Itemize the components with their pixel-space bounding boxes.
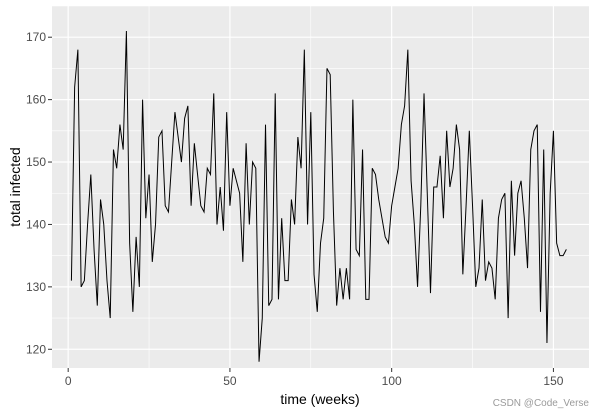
- watermark: CSDN @Code_Verse: [492, 398, 589, 409]
- y-tick-label: 160: [26, 93, 46, 107]
- y-tick-label: 130: [26, 280, 46, 294]
- x-tick-label: 100: [382, 374, 402, 388]
- y-tick-label: 120: [26, 342, 46, 356]
- y-tick-label: 150: [26, 155, 46, 169]
- y-axis-title: total infected: [7, 147, 23, 226]
- series-line: [70, 30, 567, 362]
- x-tick-label: 0: [65, 374, 72, 388]
- x-tick-label: 50: [223, 374, 237, 388]
- y-tick-label: 170: [26, 30, 46, 44]
- x-tick-label: 150: [543, 374, 563, 388]
- y-tick-label: 140: [26, 217, 46, 231]
- x-axis-title: time (weeks): [280, 391, 359, 407]
